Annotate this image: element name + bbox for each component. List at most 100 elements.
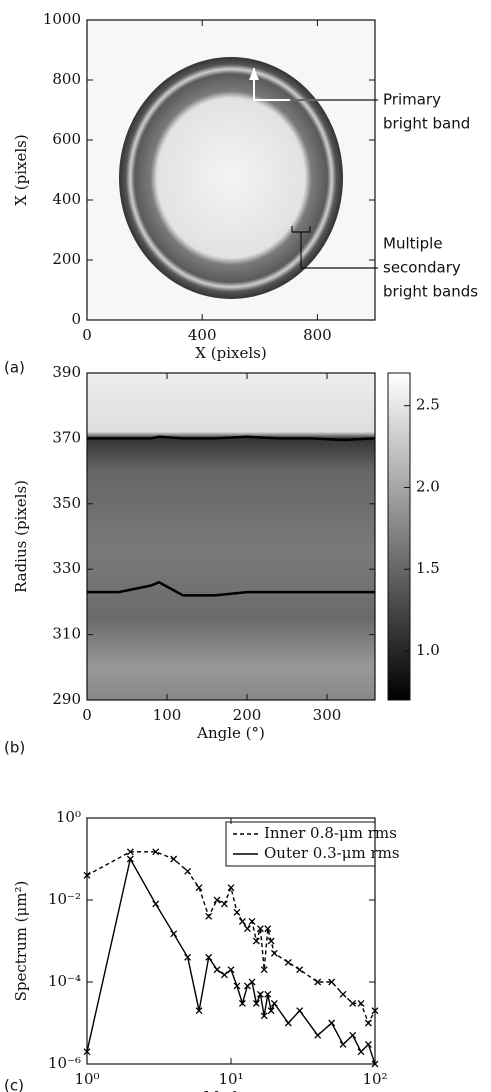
x-axis-label: X (pixels) bbox=[195, 344, 266, 362]
point-marker bbox=[296, 1007, 304, 1015]
y-tick-label: 200 bbox=[52, 250, 81, 268]
legend-label: Outer 0.3-μm rms bbox=[264, 844, 400, 862]
y-tick-label: 10⁻² bbox=[48, 890, 81, 908]
point-marker bbox=[267, 1007, 275, 1015]
point-marker bbox=[260, 966, 268, 974]
point-marker bbox=[371, 1007, 379, 1015]
point-marker bbox=[252, 937, 260, 945]
x-tick-label: 10⁰ bbox=[74, 1070, 99, 1088]
point-marker bbox=[233, 908, 241, 916]
annotation: secondary bbox=[383, 259, 461, 277]
point-marker bbox=[220, 900, 228, 908]
y-tick-label: 10⁰ bbox=[56, 808, 81, 826]
x-tick-label: 800 bbox=[303, 326, 332, 344]
x-axis-label: Angle (°) bbox=[196, 724, 265, 742]
arrow-head bbox=[249, 68, 259, 80]
y-axis-label: Spectrum (μm²) bbox=[12, 881, 30, 1002]
point-marker bbox=[238, 917, 246, 925]
x-tick-label: 400 bbox=[188, 326, 217, 344]
point-marker bbox=[126, 848, 134, 856]
point-marker bbox=[270, 949, 278, 957]
point-marker bbox=[267, 937, 275, 945]
y-tick-label: 370 bbox=[52, 428, 81, 446]
y-tick-label: 290 bbox=[52, 690, 81, 708]
point-marker bbox=[349, 999, 357, 1007]
annotation: Multiple bbox=[383, 235, 443, 253]
point-marker bbox=[205, 912, 213, 920]
point-marker bbox=[256, 990, 264, 998]
point-marker bbox=[371, 1060, 379, 1068]
y-tick-label: 600 bbox=[52, 130, 81, 148]
point-marker bbox=[296, 966, 304, 974]
point-marker bbox=[170, 930, 178, 938]
x-tick-label: 100 bbox=[153, 706, 182, 724]
point-marker bbox=[195, 884, 203, 892]
point-marker bbox=[328, 1019, 336, 1027]
x-tick-label: 0 bbox=[82, 326, 92, 344]
point-marker bbox=[264, 990, 272, 998]
y-axis-label: X (pixels) bbox=[12, 134, 30, 205]
point-marker bbox=[264, 925, 272, 933]
point-marker bbox=[227, 884, 235, 892]
point-marker bbox=[227, 966, 235, 974]
panel-label: (a) bbox=[4, 359, 25, 377]
legend-label: Inner 0.8-μm rms bbox=[264, 824, 397, 842]
heatmap-image bbox=[87, 373, 375, 700]
point-marker bbox=[284, 1019, 292, 1027]
point-marker bbox=[170, 855, 178, 863]
plot-frame bbox=[86, 19, 376, 321]
plot-frame bbox=[86, 372, 376, 701]
y-tick-label: 310 bbox=[52, 625, 81, 643]
colorbar-tick-label: 1.0 bbox=[416, 641, 440, 659]
panel-label: (c) bbox=[4, 1077, 24, 1092]
point-marker bbox=[233, 982, 241, 990]
annotation: bright band bbox=[383, 115, 470, 133]
point-marker bbox=[152, 848, 160, 856]
point-marker bbox=[184, 867, 192, 875]
point-marker bbox=[328, 978, 336, 986]
series-line bbox=[87, 580, 375, 597]
point-marker bbox=[364, 1040, 372, 1048]
x-tick-label: 10¹ bbox=[218, 1070, 243, 1088]
point-marker bbox=[205, 953, 213, 961]
point-marker bbox=[270, 999, 278, 1007]
y-tick-label: 0 bbox=[71, 310, 81, 328]
y-tick-label: 330 bbox=[52, 559, 81, 577]
series-line bbox=[86, 857, 376, 1065]
point-marker bbox=[252, 999, 260, 1007]
point-marker bbox=[339, 990, 347, 998]
y-tick-label: 10⁻⁴ bbox=[48, 972, 81, 990]
point-marker bbox=[184, 953, 192, 961]
point-marker bbox=[83, 1048, 91, 1056]
point-marker bbox=[248, 978, 256, 986]
point-marker bbox=[238, 999, 246, 1007]
y-tick-label: 800 bbox=[52, 70, 81, 88]
x-tick-label: 300 bbox=[313, 706, 342, 724]
point-marker bbox=[284, 958, 292, 966]
colorbar bbox=[387, 372, 411, 701]
series-line bbox=[87, 435, 376, 442]
point-marker bbox=[213, 896, 221, 904]
y-tick-label: 390 bbox=[52, 363, 81, 381]
colorbar-tick-label: 2.5 bbox=[416, 396, 440, 414]
point-marker bbox=[339, 1040, 347, 1048]
annotation: Primary bbox=[383, 91, 441, 109]
x-tick-label: 200 bbox=[233, 706, 262, 724]
point-marker bbox=[248, 917, 256, 925]
point-marker bbox=[314, 978, 322, 986]
y-tick-label: 1000 bbox=[43, 10, 81, 28]
point-marker bbox=[195, 1007, 203, 1015]
point-marker bbox=[256, 925, 264, 933]
x-axis-label: Mode ℓ bbox=[204, 1088, 259, 1092]
y-tick-label: 350 bbox=[52, 494, 81, 512]
point-marker bbox=[126, 855, 134, 863]
point-marker bbox=[314, 1031, 322, 1039]
colorbar-tick-label: 2.0 bbox=[416, 477, 440, 495]
point-marker bbox=[349, 1031, 357, 1039]
colorbar-tick-label: 1.5 bbox=[416, 559, 440, 577]
y-tick-label: 400 bbox=[52, 190, 81, 208]
point-marker bbox=[357, 999, 365, 1007]
y-axis-label: Radius (pixels) bbox=[12, 480, 30, 593]
point-marker bbox=[357, 1048, 365, 1056]
